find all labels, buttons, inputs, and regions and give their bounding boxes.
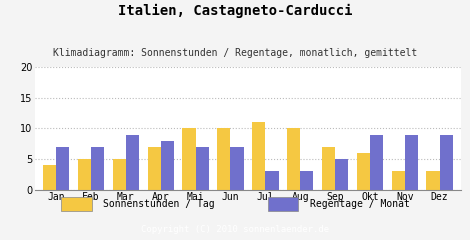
Text: Italien, Castagneto-Carducci: Italien, Castagneto-Carducci (118, 4, 352, 18)
Bar (370, 134, 383, 190)
Bar (126, 134, 139, 190)
Bar (161, 141, 174, 190)
Bar (148, 147, 161, 190)
Text: Klimadiagramm: Sonnenstunden / Regentage, monatlich, gemittelt: Klimadiagramm: Sonnenstunden / Regentage… (53, 48, 417, 58)
Bar (287, 128, 300, 190)
Bar (196, 147, 209, 190)
Text: Copyright (C) 2010 sonnenlaender.de: Copyright (C) 2010 sonnenlaender.de (141, 225, 329, 234)
Bar (56, 147, 70, 190)
Bar (357, 153, 370, 190)
Bar (43, 165, 56, 190)
Bar (335, 159, 348, 190)
Bar (439, 134, 453, 190)
Bar (392, 171, 405, 190)
Bar (252, 122, 266, 190)
Bar (300, 171, 313, 190)
Bar (322, 147, 335, 190)
Bar (266, 171, 279, 190)
Bar (426, 171, 439, 190)
Bar (113, 159, 126, 190)
Text: Sonnenstunden / Tag: Sonnenstunden / Tag (103, 199, 215, 209)
FancyBboxPatch shape (61, 197, 92, 211)
Bar (405, 134, 418, 190)
FancyBboxPatch shape (268, 197, 298, 211)
Bar (91, 147, 104, 190)
Bar (182, 128, 196, 190)
Text: Regentage / Monat: Regentage / Monat (310, 199, 410, 209)
Bar (217, 128, 230, 190)
Bar (230, 147, 244, 190)
Bar (78, 159, 91, 190)
